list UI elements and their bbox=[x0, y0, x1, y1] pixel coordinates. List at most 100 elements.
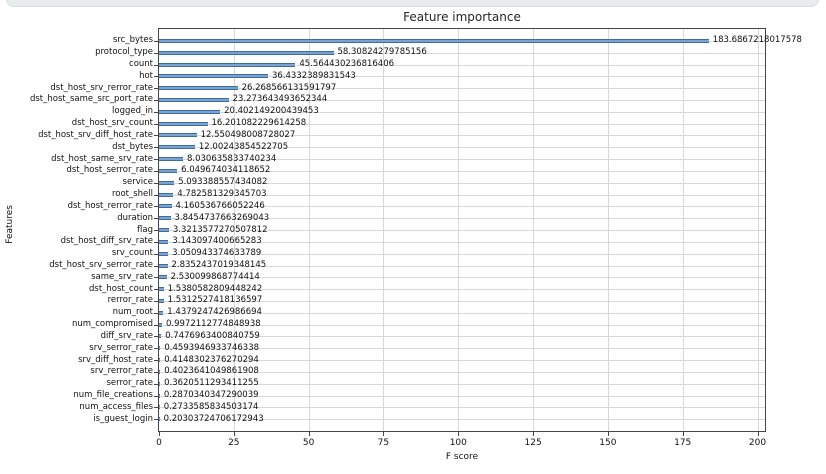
y-tick-label: logged_in bbox=[112, 106, 153, 117]
y-tick-label: dst_host_count bbox=[89, 283, 153, 294]
bar-value-label: 26.268566131591797 bbox=[241, 82, 337, 93]
y-tick-mark bbox=[154, 395, 158, 397]
importance-bar bbox=[159, 145, 195, 150]
y-tick-label: num_access_files bbox=[79, 401, 153, 412]
bar-value-label: 0.9972112774848938 bbox=[166, 319, 261, 330]
bar-value-label: 16.201082229614258 bbox=[211, 118, 307, 129]
x-tick-mark bbox=[383, 432, 385, 436]
bar-value-label: 183.6867218017578 bbox=[712, 35, 802, 46]
gridline-horizontal bbox=[159, 265, 765, 267]
y-tick-mark bbox=[154, 265, 158, 267]
bar-value-label: 4.160536766052246 bbox=[175, 200, 265, 211]
gridline-horizontal bbox=[159, 206, 765, 208]
importance-bar bbox=[159, 109, 221, 114]
bar-value-label: 4.782581329345703 bbox=[177, 189, 267, 199]
y-tick-label: srv_serror_rate bbox=[89, 342, 153, 353]
gridline-horizontal bbox=[159, 360, 765, 362]
importance-bar bbox=[159, 228, 169, 232]
y-tick-mark bbox=[154, 241, 158, 243]
y-tick-mark bbox=[154, 277, 158, 279]
bar-value-label: 20.402149200439453 bbox=[224, 106, 319, 117]
y-tick-mark bbox=[154, 88, 158, 90]
importance-bar bbox=[159, 121, 208, 126]
y-tick-mark bbox=[154, 159, 158, 161]
y-tick-mark bbox=[154, 64, 158, 66]
gridline-horizontal bbox=[159, 218, 765, 220]
gridline-horizontal bbox=[159, 253, 765, 255]
x-tick-mark bbox=[233, 432, 235, 436]
y-tick-mark bbox=[154, 111, 158, 113]
bar-value-label: 1.5312527418136597 bbox=[167, 295, 263, 306]
y-tick-mark bbox=[154, 289, 158, 291]
bar-value-label: 36.4332389831543 bbox=[272, 70, 356, 81]
y-tick-label: is_guest_login bbox=[93, 413, 153, 424]
y-tick-mark bbox=[154, 407, 158, 409]
y-tick-mark bbox=[154, 52, 158, 54]
bar-value-label: 0.4023641049861908 bbox=[164, 366, 259, 377]
x-tick-mark bbox=[308, 432, 310, 436]
gridline-horizontal bbox=[159, 111, 765, 113]
importance-bar bbox=[159, 358, 161, 363]
importance-bar bbox=[159, 405, 160, 410]
y-tick-label: dst_host_srv_serror_rate bbox=[49, 260, 153, 270]
y-tick-label: rerror_rate bbox=[107, 295, 153, 306]
y-axis-label: Features bbox=[5, 205, 15, 244]
y-tick-label: protocol_type bbox=[95, 47, 153, 58]
x-tick-mark bbox=[682, 432, 684, 436]
importance-bar bbox=[159, 263, 168, 268]
bar-value-label: 12.550498008728027 bbox=[200, 129, 296, 140]
bar-value-label: 3.050943374633789 bbox=[172, 248, 262, 259]
y-tick-label: srv_diff_host_rate bbox=[78, 354, 153, 365]
x-tick-label: 125 bbox=[524, 438, 542, 448]
bar-value-label: 5.093388557434082 bbox=[178, 177, 268, 188]
gridline-horizontal bbox=[159, 88, 765, 90]
bar-value-label: 2.530099868774414 bbox=[170, 271, 260, 282]
x-tick-mark bbox=[757, 432, 759, 436]
y-tick-label: num_compromised bbox=[71, 319, 153, 330]
y-tick-label: src_bytes bbox=[112, 35, 153, 46]
y-tick-mark bbox=[154, 170, 158, 172]
importance-bar bbox=[159, 74, 268, 79]
gridline-horizontal bbox=[159, 170, 765, 172]
importance-bar bbox=[159, 334, 162, 339]
gridline-horizontal bbox=[159, 395, 765, 397]
y-tick-label: num_root bbox=[112, 307, 153, 318]
y-tick-mark bbox=[154, 135, 158, 137]
y-tick-label: dst_host_serror_rate bbox=[66, 165, 153, 176]
y-tick-mark bbox=[154, 40, 158, 42]
importance-bar bbox=[159, 62, 296, 67]
gridline-horizontal bbox=[159, 76, 765, 78]
importance-bar bbox=[159, 239, 169, 244]
y-tick-label: root_shell bbox=[111, 189, 153, 199]
gridline-horizontal bbox=[159, 336, 765, 338]
y-tick-mark bbox=[154, 182, 158, 184]
y-tick-mark bbox=[154, 206, 158, 208]
bar-value-label: 58.30824279785156 bbox=[337, 47, 427, 58]
y-tick-mark bbox=[154, 383, 158, 385]
y-tick-mark bbox=[154, 194, 158, 196]
y-tick-label: num_file_creations bbox=[73, 390, 153, 400]
gridline-horizontal bbox=[159, 64, 765, 66]
bar-value-label: 0.4593946933746338 bbox=[164, 342, 260, 353]
chart-title: Feature importance bbox=[403, 10, 521, 24]
x-tick-label: 175 bbox=[674, 438, 692, 448]
importance-bar bbox=[159, 298, 164, 303]
gridline-horizontal bbox=[159, 99, 765, 101]
importance-bar bbox=[159, 133, 197, 138]
plot-area: 183.6867218017578 58.30824279785156 45.564… bbox=[158, 28, 802, 432]
y-tick-label: serror_rate bbox=[106, 378, 153, 389]
y-tick-mark bbox=[154, 300, 158, 302]
bar-value-label: 0.4148302376270294 bbox=[164, 354, 259, 365]
importance-bar bbox=[159, 251, 169, 256]
y-tick-label: dst_host_srv_count bbox=[71, 118, 153, 129]
gridline-horizontal bbox=[159, 300, 765, 302]
bar-value-label: 0.20303724706172943 bbox=[163, 413, 264, 424]
gridline-horizontal bbox=[159, 52, 765, 54]
x-tick-label: 0 bbox=[156, 438, 162, 448]
importance-bar bbox=[159, 310, 164, 315]
gridline-horizontal bbox=[159, 182, 765, 184]
bar-value-label: 3.143097400665283 bbox=[172, 236, 262, 247]
y-tick-label: dst_host_srv_rerror_rate bbox=[50, 82, 153, 93]
bar-value-label: 0.7476963400840759 bbox=[165, 330, 260, 341]
